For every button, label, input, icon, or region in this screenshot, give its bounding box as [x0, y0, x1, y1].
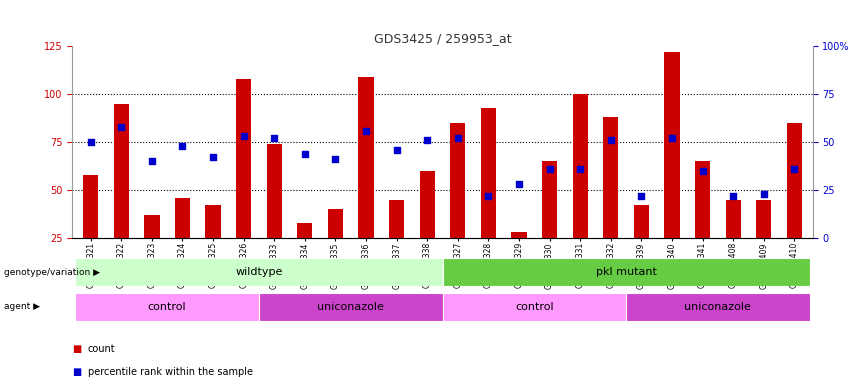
Point [237, 133, 250, 139]
Text: uniconazole: uniconazole [317, 302, 384, 312]
Bar [443, 293, 626, 321]
Text: ■: ■ [72, 367, 82, 377]
Point [267, 135, 281, 141]
Point [787, 166, 801, 172]
Point [482, 193, 495, 199]
Text: wildtype: wildtype [235, 267, 283, 277]
Bar [786, 123, 802, 238]
Text: genotype/variation ▶: genotype/variation ▶ [4, 268, 100, 277]
Bar [236, 79, 251, 238]
Bar [756, 200, 771, 238]
Bar [144, 215, 159, 238]
Bar [511, 232, 527, 238]
Point [451, 135, 465, 141]
Point [145, 158, 158, 164]
Point [543, 166, 557, 172]
Text: count: count [88, 344, 115, 354]
Bar [726, 200, 741, 238]
Point [298, 151, 311, 157]
Point [359, 127, 373, 134]
Point [665, 135, 679, 141]
Bar [76, 293, 259, 321]
Bar [114, 104, 129, 238]
Point [512, 181, 526, 187]
Point [727, 193, 740, 199]
Bar [542, 161, 557, 238]
Bar [76, 258, 443, 286]
Point [115, 124, 129, 130]
Text: agent ▶: agent ▶ [4, 302, 40, 311]
Point [84, 139, 98, 145]
Bar [626, 293, 809, 321]
Bar [259, 293, 443, 321]
Text: pkl mutant: pkl mutant [596, 267, 656, 277]
Title: GDS3425 / 259953_at: GDS3425 / 259953_at [374, 32, 511, 45]
Point [696, 168, 710, 174]
Text: control: control [515, 302, 554, 312]
Bar [328, 209, 343, 238]
Bar [443, 258, 809, 286]
Text: ■: ■ [72, 344, 82, 354]
Point [420, 137, 434, 143]
Point [328, 156, 342, 162]
Bar [665, 52, 680, 238]
Bar [420, 171, 435, 238]
Bar [695, 161, 711, 238]
Bar [603, 117, 619, 238]
Bar [205, 205, 220, 238]
Point [390, 147, 403, 153]
Point [604, 137, 618, 143]
Bar [358, 77, 374, 238]
Text: uniconazole: uniconazole [684, 302, 751, 312]
Point [206, 154, 220, 161]
Bar [174, 198, 190, 238]
Point [635, 193, 648, 199]
Bar [297, 223, 312, 238]
Point [175, 143, 189, 149]
Bar [573, 94, 588, 238]
Bar [634, 205, 649, 238]
Bar [389, 200, 404, 238]
Bar [481, 108, 496, 238]
Bar [450, 123, 465, 238]
Text: percentile rank within the sample: percentile rank within the sample [88, 367, 253, 377]
Bar [83, 175, 99, 238]
Point [757, 191, 770, 197]
Point [574, 166, 587, 172]
Text: control: control [148, 302, 186, 312]
Bar [266, 144, 282, 238]
